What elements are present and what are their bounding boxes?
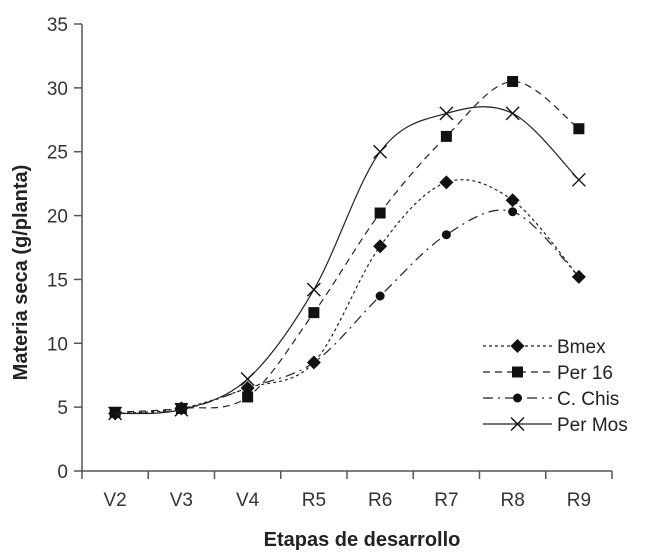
data-point-c-chis <box>508 207 518 217</box>
series-per-mos <box>108 106 586 421</box>
data-point-per-16 <box>440 130 452 142</box>
y-tick-label: 0 <box>57 462 68 483</box>
data-point-per-mos <box>505 106 520 121</box>
x-ticks: V2 V3 V4 R5 R6 R7 R8 R9 <box>81 471 613 511</box>
data-point-per-mos <box>571 172 586 187</box>
y-tick-label: 35 <box>47 15 68 36</box>
y-tick-label: 10 <box>47 334 68 355</box>
y-tick-label: 25 <box>47 143 68 164</box>
legend-label: C. Chis <box>557 389 619 410</box>
series-line-per-16 <box>115 80 580 413</box>
data-point-c-chis <box>574 272 584 282</box>
legend-marker <box>512 366 523 378</box>
data-point-per-16 <box>242 391 254 403</box>
legend-label: Bmex <box>557 337 606 358</box>
y-axis-title: Materia seca (g/planta) <box>10 165 32 381</box>
data-point-c-chis <box>309 357 319 367</box>
series-line-c-chis <box>115 209 580 415</box>
legend-item-per-16: Per 16 <box>483 363 613 384</box>
x-tick-label: R7 <box>434 490 458 511</box>
x-axis-title: Etapas de desarrollo <box>264 529 461 551</box>
legend: Bmex Per 16 C. Chis Per Mos <box>483 337 628 436</box>
x-tick-label: V2 <box>104 490 127 511</box>
x-tick-label: V4 <box>236 490 260 511</box>
x-tick-label: V3 <box>170 490 193 511</box>
y-tick-label: 30 <box>47 79 68 100</box>
legend-item-bmex: Bmex <box>483 337 606 358</box>
data-point-bmex <box>439 175 454 190</box>
y-tick-label: 20 <box>47 207 68 228</box>
data-point-per-mos <box>373 144 388 159</box>
data-point-per-mos <box>174 402 189 417</box>
data-point-per-mos <box>439 106 454 121</box>
series-c-chis <box>110 207 584 419</box>
series-per-16 <box>109 75 585 418</box>
data-point-per-mos <box>306 282 321 297</box>
x-tick-label: R8 <box>500 490 524 511</box>
y-tick-label: 15 <box>47 270 68 291</box>
data-point-per-16 <box>507 75 519 87</box>
legend-item-per-mos: Per Mos <box>483 415 628 436</box>
data-point-per-mos <box>108 406 123 421</box>
legend-marker <box>510 417 525 431</box>
axes <box>81 24 612 472</box>
data-point-per-mos <box>240 372 255 387</box>
legend-marker <box>510 339 525 353</box>
legend-label: Per 16 <box>557 363 613 384</box>
x-tick-label: R6 <box>368 490 392 511</box>
legend-marker <box>513 393 522 403</box>
data-point-per-16 <box>374 207 386 219</box>
data-point-c-chis <box>375 291 385 301</box>
data-point-per-16 <box>308 307 320 319</box>
data-point-per-16 <box>573 123 585 135</box>
data-point-bmex <box>505 193 520 208</box>
series-line-per-mos <box>115 106 580 415</box>
data-point-c-chis <box>243 383 253 393</box>
series-group <box>108 75 586 421</box>
data-point-c-chis <box>441 230 451 240</box>
data-point-bmex <box>373 239 388 254</box>
x-tick-label: R5 <box>302 490 326 511</box>
legend-item-c-chis: C. Chis <box>483 389 619 410</box>
legend-label: Per Mos <box>557 415 628 436</box>
x-tick-label: R9 <box>567 490 591 511</box>
y-tick-label: 5 <box>57 398 68 419</box>
y-ticks: 0 5 10 15 20 25 30 35 <box>47 15 82 483</box>
